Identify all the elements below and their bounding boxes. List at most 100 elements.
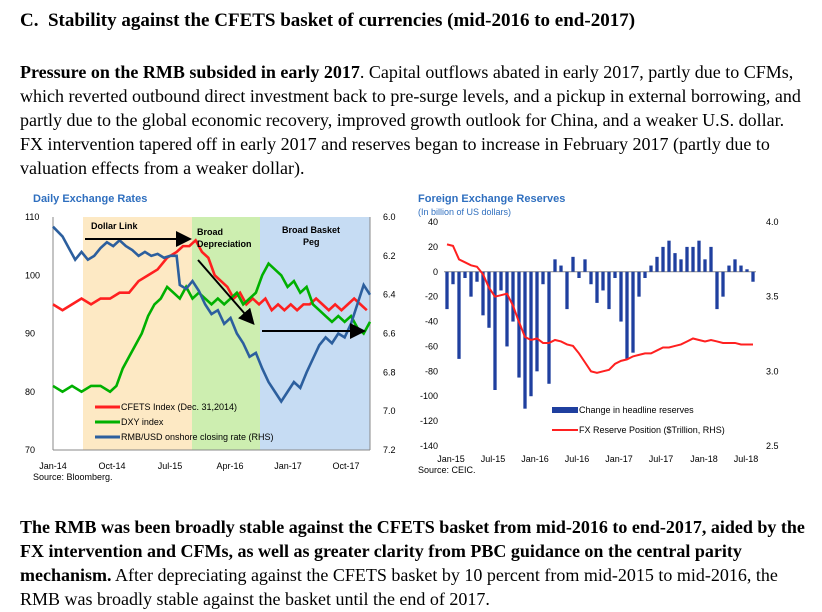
reserve-change-bar bbox=[667, 240, 671, 272]
y-left-tick-label: -120 bbox=[420, 416, 438, 426]
x-tick-label: Jan-14 bbox=[39, 461, 67, 471]
reserve-change-bar bbox=[445, 271, 449, 310]
legend-label: Change in headline reserves bbox=[579, 405, 694, 415]
reserve-change-bar bbox=[571, 256, 575, 272]
reserve-change-bar bbox=[637, 271, 641, 297]
reserve-change-bar bbox=[679, 259, 683, 272]
reserve-change-bar bbox=[457, 271, 461, 359]
reserve-change-bar bbox=[697, 240, 701, 272]
regime-label: Broad Basket bbox=[282, 225, 340, 235]
reserve-change-bar bbox=[745, 269, 749, 272]
reserve-change-bar bbox=[607, 271, 611, 310]
y-left-tick-label: -100 bbox=[420, 391, 438, 401]
chart1-source: Source: Bloomberg. bbox=[33, 472, 113, 482]
reserve-change-bar bbox=[709, 246, 713, 272]
reserve-change-bar bbox=[703, 259, 707, 272]
x-tick-label: Jul-18 bbox=[734, 454, 759, 464]
paragraph-body: . Capital outflows abated in early 2017,… bbox=[20, 62, 801, 178]
reserve-change-bar bbox=[685, 246, 689, 272]
series-line-2 bbox=[52, 261, 372, 394]
legend-label: CFETS Index (Dec. 31,2014) bbox=[121, 402, 237, 412]
reserve-change-bar bbox=[739, 265, 743, 272]
paragraph-rmb-stable: The RMB was been broadly stable against … bbox=[20, 515, 805, 611]
x-tick-label: Jan-17 bbox=[605, 454, 633, 464]
legend-label: RMB/USD onshore closing rate (RHS) bbox=[121, 432, 274, 442]
reserve-change-bar bbox=[631, 271, 635, 353]
reserve-position-line bbox=[446, 243, 753, 374]
reserve-change-bar bbox=[601, 271, 605, 291]
y-right-tick-label: 4.0 bbox=[766, 217, 779, 227]
reserve-change-bar bbox=[475, 271, 479, 282]
paragraph-lead: The RMB was been broadly stable against … bbox=[20, 517, 805, 585]
series-line-1 bbox=[52, 238, 368, 313]
reserve-change-bar bbox=[487, 271, 491, 328]
regime-label: Depreciation bbox=[197, 239, 252, 249]
paragraph-lead: Pressure on the RMB subsided in early 20… bbox=[20, 62, 360, 82]
legend-label: DXY index bbox=[121, 417, 164, 427]
y-right-tick-label: 6.2 bbox=[383, 251, 396, 261]
reserve-change-bar bbox=[511, 271, 515, 322]
reserve-change-bar bbox=[595, 271, 599, 303]
reserve-change-bar bbox=[727, 265, 731, 272]
reserve-change-bar bbox=[673, 253, 677, 272]
y-left-tick-label: 80 bbox=[25, 387, 35, 397]
x-tick-label: Jan-16 bbox=[521, 454, 549, 464]
arrow-depreciation bbox=[197, 259, 255, 326]
reserve-change-bar bbox=[451, 271, 455, 285]
series-line-3 bbox=[52, 225, 372, 404]
reserve-change-bar bbox=[649, 265, 653, 272]
x-tick-label: Jul-15 bbox=[158, 461, 183, 471]
y-right-tick-label: 7.0 bbox=[383, 406, 396, 416]
chart2-subtitle: (In billion of US dollars) bbox=[418, 207, 512, 217]
y-right-tick-label: 6.4 bbox=[383, 290, 396, 300]
chart2-title: Foreign Exchange Reserves bbox=[418, 193, 566, 205]
reserve-change-bar bbox=[463, 271, 467, 278]
y-left-tick-label: 0 bbox=[433, 267, 438, 277]
y-right-tick-label: 3.5 bbox=[766, 292, 779, 302]
x-tick-label: Jan-17 bbox=[274, 461, 302, 471]
legend-swatch bbox=[552, 407, 578, 413]
reserve-change-bar bbox=[499, 271, 503, 291]
x-tick-label: Jan-15 bbox=[437, 454, 465, 464]
x-tick-label: Jul-15 bbox=[481, 454, 506, 464]
reserve-change-bar bbox=[535, 271, 539, 372]
reserve-change-bar bbox=[505, 271, 509, 347]
x-tick-label: Oct-14 bbox=[98, 461, 125, 471]
reserve-change-bar bbox=[643, 271, 647, 278]
reserve-change-bar bbox=[721, 271, 725, 297]
y-left-tick-label: 40 bbox=[428, 217, 438, 227]
regime-label: Broad bbox=[197, 227, 223, 237]
reserve-change-bar bbox=[553, 259, 557, 272]
reserve-change-bar bbox=[655, 256, 659, 272]
y-left-tick-label: -80 bbox=[425, 366, 438, 376]
y-left-tick-label: 100 bbox=[25, 270, 40, 280]
reserve-change-bar bbox=[751, 271, 755, 282]
reserve-change-bar bbox=[715, 271, 719, 310]
reserve-change-bar bbox=[577, 271, 581, 278]
x-tick-label: Jan-18 bbox=[690, 454, 718, 464]
reserve-change-bar bbox=[661, 246, 665, 272]
y-left-tick-label: -60 bbox=[425, 341, 438, 351]
y-left-tick-label: -140 bbox=[420, 441, 438, 451]
reserve-change-bar bbox=[589, 271, 593, 285]
paragraph-body: After depreciating against the CFETS bas… bbox=[20, 565, 778, 609]
reserve-change-bar bbox=[613, 271, 617, 278]
y-left-tick-label: 20 bbox=[428, 242, 438, 252]
y-left-tick-label: -20 bbox=[425, 292, 438, 302]
y-left-tick-label: 90 bbox=[25, 329, 35, 339]
reserve-change-bar bbox=[619, 271, 623, 322]
paragraph-rmb-pressure: Pressure on the RMB subsided in early 20… bbox=[20, 60, 805, 180]
regime-band-2 bbox=[192, 217, 260, 450]
chart1-title: Daily Exchange Rates bbox=[33, 193, 148, 205]
chart2-source: Source: CEIC. bbox=[418, 465, 476, 475]
y-left-tick-label: -40 bbox=[425, 317, 438, 327]
x-tick-label: Jul-17 bbox=[649, 454, 674, 464]
reserve-change-bar bbox=[625, 271, 629, 359]
section-heading: C. Stability against the CFETS basket of… bbox=[20, 10, 636, 31]
y-right-tick-label: 3.0 bbox=[766, 366, 779, 376]
reserve-change-bar bbox=[529, 271, 533, 397]
reserve-change-bar bbox=[691, 246, 695, 272]
y-left-tick-label: 70 bbox=[25, 445, 35, 455]
legend-label: FX Reserve Position ($Trillion, RHS) bbox=[579, 425, 725, 435]
